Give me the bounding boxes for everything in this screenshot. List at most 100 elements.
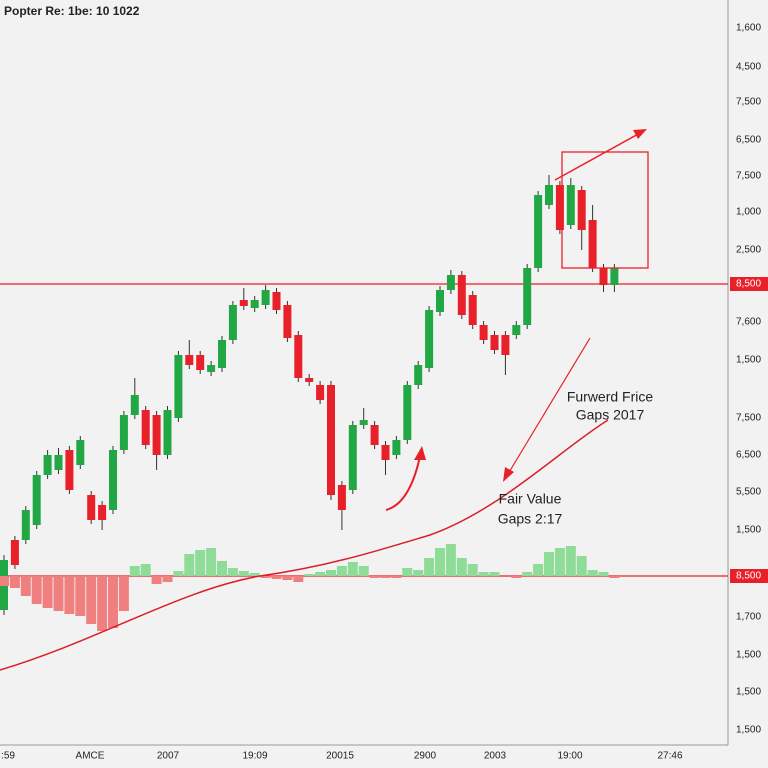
- y-tick-label: 7,500: [736, 97, 761, 108]
- volume-bar: [347, 562, 358, 576]
- candle-body: [141, 410, 150, 445]
- candle-body: [381, 445, 390, 460]
- volume-bar: [227, 568, 238, 576]
- candle-body: [392, 440, 401, 455]
- volume-bar: [336, 566, 347, 576]
- candle-body: [534, 195, 543, 268]
- x-tick-label: 20015: [326, 751, 354, 762]
- candle-body: [348, 425, 357, 490]
- volume-bar: [533, 564, 544, 576]
- candle-body: [457, 275, 466, 315]
- volume-bar: [42, 576, 53, 608]
- candle-body: [446, 275, 455, 290]
- volume-bar: [456, 558, 467, 576]
- candle-body: [87, 495, 96, 520]
- candle-body: [610, 268, 619, 285]
- volume-bar: [53, 576, 64, 611]
- candle-body: [152, 415, 161, 455]
- candle-body: [414, 365, 423, 385]
- volume-bar: [0, 576, 9, 586]
- volume-bar: [260, 576, 271, 578]
- y-tick-label: 8,500: [736, 571, 761, 582]
- candle-body: [523, 268, 532, 325]
- volume-bar: [97, 576, 108, 631]
- candle-body: [109, 450, 117, 510]
- volume-bar: [369, 576, 380, 578]
- arrow-head: [503, 467, 514, 482]
- y-tick-label: 7,500: [736, 413, 761, 424]
- candle-body: [65, 450, 74, 490]
- y-tick-label: 7,500: [736, 171, 761, 182]
- volume-bar: [206, 548, 217, 576]
- x-tick-label: 27:46: [657, 751, 682, 762]
- y-tick-label: 8,500: [736, 279, 761, 290]
- candle-body: [98, 505, 107, 520]
- candle-body: [501, 335, 510, 355]
- volume-bar: [445, 544, 456, 576]
- volume-bar: [576, 556, 587, 576]
- candle-body: [239, 300, 248, 306]
- volume-bar: [489, 572, 500, 576]
- candle-body: [196, 355, 205, 370]
- volume-bar: [402, 568, 413, 576]
- annotation: Furwerd Frice: [567, 389, 654, 405]
- volume-bar: [435, 548, 445, 576]
- volume-bar: [75, 576, 86, 616]
- trend-curve: [0, 419, 609, 671]
- candle-body: [207, 365, 216, 372]
- candle-body: [599, 268, 608, 285]
- candle-body: [54, 455, 63, 470]
- volume-bar: [467, 564, 478, 576]
- x-tick-label: 19:09: [242, 751, 267, 762]
- candle-body: [283, 305, 292, 338]
- candle-body: [555, 185, 564, 230]
- x-tick-label: AMCE: [76, 751, 105, 762]
- candle-body: [21, 510, 30, 540]
- candle-body: [261, 290, 270, 305]
- candle-body: [32, 475, 41, 525]
- chart-title: Popter Re: 1be: 10 1022: [4, 4, 140, 18]
- volume-bar: [326, 570, 336, 576]
- volume-bar: [238, 571, 249, 576]
- volume-bar: [282, 576, 293, 580]
- volume-bar: [162, 576, 173, 582]
- candle-body: [272, 292, 281, 310]
- annotation: Fair Value: [499, 491, 562, 507]
- volume-bar: [31, 576, 42, 604]
- candle-body: [370, 425, 379, 445]
- candle-body: [359, 420, 368, 425]
- candle-body: [10, 540, 19, 565]
- volume-bar: [478, 572, 489, 576]
- y-tick-label: 1,000: [736, 207, 761, 218]
- y-tick-label: 5,500: [736, 487, 761, 498]
- candle-body: [185, 355, 194, 365]
- arrow: [507, 337, 591, 475]
- candle-body: [588, 220, 597, 268]
- x-tick-label: 2900: [414, 751, 437, 762]
- volume-bar: [173, 571, 184, 576]
- volume-bar: [140, 564, 151, 576]
- volume-bar: [522, 572, 533, 576]
- arrow-head: [633, 129, 647, 139]
- annotation: Gaps 2017: [576, 407, 645, 423]
- volume-bar: [424, 558, 435, 576]
- candle-body: [250, 300, 259, 308]
- candle-body: [545, 185, 553, 205]
- candle-body: [490, 335, 499, 350]
- volume-bar: [413, 570, 424, 576]
- y-tick-label: 6,500: [736, 135, 761, 146]
- volume-bar: [108, 576, 118, 628]
- candle-body: [337, 485, 346, 510]
- volume-bar: [20, 576, 31, 596]
- y-tick-label: 1,600: [736, 23, 761, 34]
- volume-bar: [304, 574, 315, 576]
- candle-body: [327, 385, 335, 495]
- volume-bar: [9, 576, 20, 588]
- arrow: [385, 455, 421, 511]
- candle-body: [119, 415, 128, 450]
- label-box: [730, 277, 768, 291]
- annotation: Gaps 2:17: [498, 511, 563, 527]
- volume-bar: [151, 576, 162, 584]
